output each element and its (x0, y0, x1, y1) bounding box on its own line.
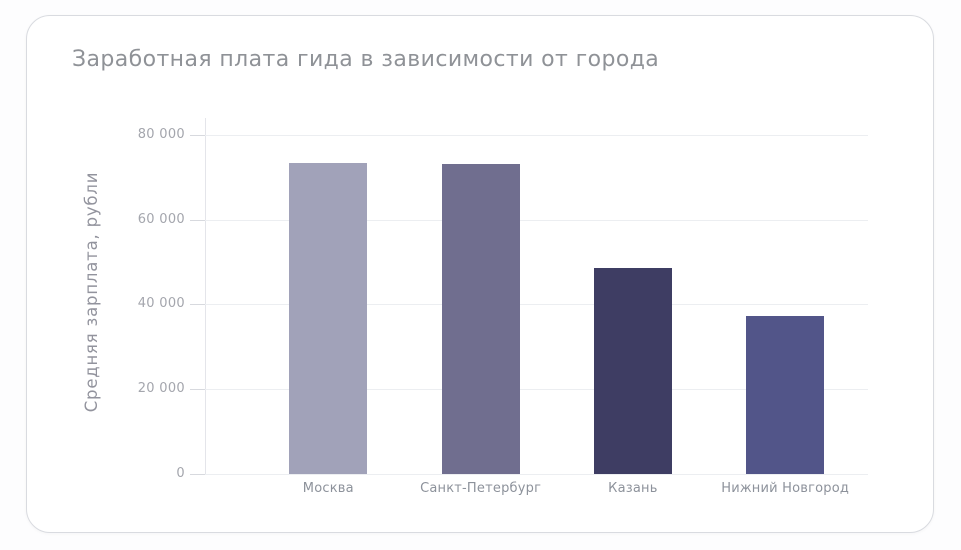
bar-2 (441, 163, 520, 474)
y-tick-label: 0 (176, 466, 185, 481)
bar-1 (289, 162, 368, 474)
bar-3 (593, 268, 672, 474)
chart-title: Заработная плата гида в зависимости от г… (72, 47, 660, 72)
x-category-label: Санкт-Петербург (420, 481, 542, 496)
y-tick-label: 60 000 (137, 211, 185, 227)
x-category-label: Нижний Новгород (721, 481, 850, 496)
y-gridline (205, 219, 868, 221)
y-axis-line (205, 118, 206, 474)
y-tick-mark (190, 134, 205, 136)
y-tick-mark (190, 474, 205, 475)
y-gridline (205, 304, 868, 306)
y-tick-mark (190, 219, 205, 221)
x-category-label: Казань (608, 481, 658, 496)
y-gridline (205, 134, 868, 136)
y-tick-mark (190, 304, 205, 306)
y-tick-label: 40 000 (137, 296, 185, 312)
y-tick-label: 80 000 (137, 126, 185, 142)
bar-4 (746, 316, 825, 474)
y-gridline (205, 474, 868, 475)
y-tick-mark (190, 389, 205, 391)
y-gridline (205, 389, 868, 391)
y-tick-label: 20 000 (137, 381, 185, 397)
x-category-label: Москва (302, 481, 354, 496)
